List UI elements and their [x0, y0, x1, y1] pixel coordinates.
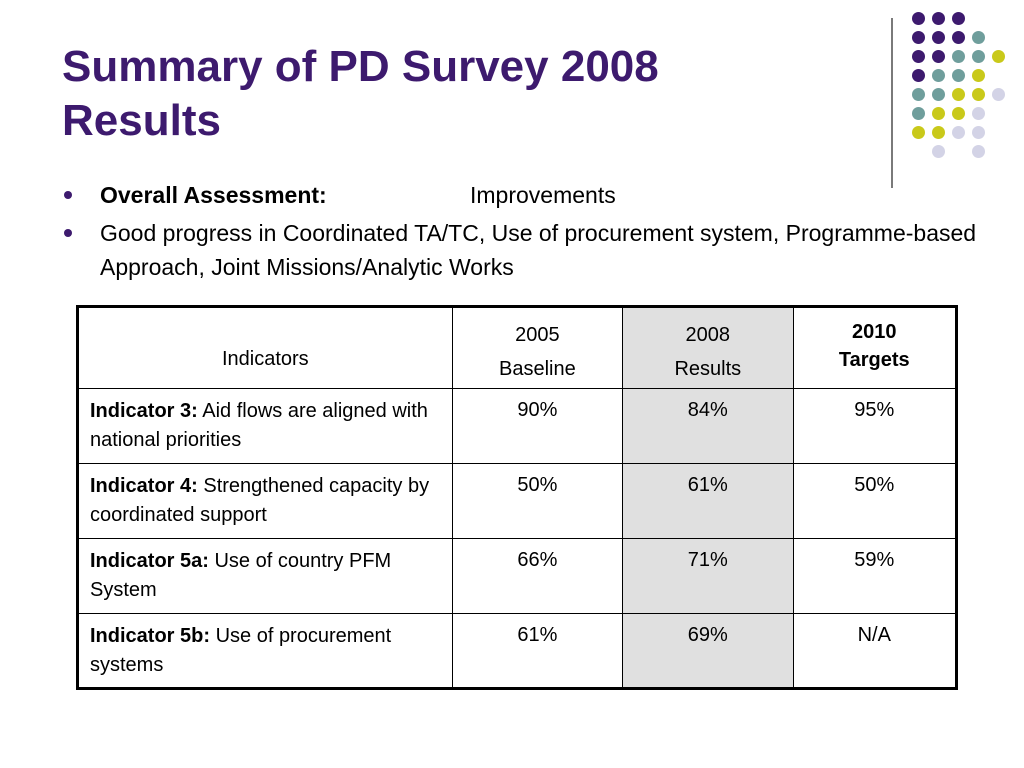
indicator-cell: Indicator 3: Aid flows are aligned with …: [77, 388, 453, 464]
header-targets-year: 2010: [852, 321, 897, 343]
results-cell: 84%: [622, 388, 794, 464]
indicator-name: Indicator 5a:: [90, 550, 209, 572]
bullet-list: Overall Assessment: Improvements Good pro…: [62, 178, 982, 288]
header-targets-label: Targets: [838, 349, 910, 371]
decorative-dot: [992, 50, 1005, 63]
decorative-dot: [912, 88, 925, 101]
bullet-progress-text: Good progress in Coordinated TA/TC, Use …: [100, 220, 977, 280]
indicator-cell: Indicator 5a: Use of country PFM System: [77, 538, 453, 614]
decorative-dot: [992, 88, 1005, 101]
header-results: 2008 Results: [622, 306, 794, 389]
table-header-row: Indicators 2005 Baseline 2008 Results 20…: [77, 306, 957, 389]
decorative-dot-grid: [0, 0, 1024, 190]
bullet-assessment-value: Improvements: [470, 182, 616, 208]
decorative-dot: [932, 50, 945, 63]
bullet-item-progress: Good progress in Coordinated TA/TC, Use …: [62, 216, 982, 284]
results-cell: 61%: [622, 463, 794, 539]
header-indicators-label: Indicators: [221, 348, 309, 370]
decorative-dot: [972, 50, 985, 63]
bullet-assessment-label: Overall Assessment:: [100, 182, 327, 208]
decorative-dot: [932, 145, 945, 158]
indicator-description: Use of country PFM System: [90, 550, 392, 601]
indicator-cell: Indicator 5b: Use of procurement systems: [77, 613, 453, 689]
baseline-cell: 61%: [451, 613, 624, 689]
table-row: Indicator 5b: Use of procurement systems…: [77, 613, 957, 689]
decorative-dot: [952, 126, 965, 139]
decorative-dot: [912, 126, 925, 139]
baseline-cell: 90%: [451, 388, 624, 464]
decorative-dot: [972, 107, 985, 120]
decorative-dot: [932, 69, 945, 82]
slide-title-line2: Results: [62, 96, 221, 145]
results-cell: 71%: [622, 538, 794, 614]
decorative-dot: [912, 69, 925, 82]
header-targets: 2010 Targets: [792, 306, 957, 389]
bullet-item-assessment: Overall Assessment: Improvements: [62, 178, 982, 212]
decorative-dot: [912, 50, 925, 63]
header-results-year: 2008: [685, 324, 731, 346]
decorative-dot: [952, 107, 965, 120]
decorative-dot: [952, 69, 965, 82]
decorative-dot: [932, 12, 945, 25]
decorative-dot: [932, 107, 945, 120]
decorative-dot: [972, 145, 985, 158]
decorative-dot: [972, 88, 985, 101]
header-baseline: 2005 Baseline: [451, 306, 624, 389]
decorative-dot: [952, 12, 965, 25]
table-row: Indicator 4: Strengthened capacity by co…: [77, 463, 957, 539]
decorative-dot: [932, 88, 945, 101]
indicator-description: Aid flows are aligned with national prio…: [90, 400, 428, 451]
header-baseline-label: Baseline: [499, 358, 576, 380]
targets-cell: 59%: [792, 538, 957, 614]
header-baseline-year: 2005: [515, 324, 560, 346]
decorative-dot: [912, 107, 925, 120]
decorative-divider-line: [891, 18, 893, 188]
slide-title: Summary of PD Survey 2008 Results: [62, 40, 862, 148]
targets-cell: N/A: [792, 613, 957, 689]
table-row: Indicator 5a: Use of country PFM System 6…: [77, 538, 957, 614]
baseline-cell: 66%: [451, 538, 624, 614]
decorative-dot: [932, 126, 945, 139]
decorative-dot: [952, 50, 965, 63]
indicators-table: Indicators 2005 Baseline 2008 Results 20…: [76, 305, 958, 690]
targets-cell: 95%: [792, 388, 957, 464]
decorative-dot: [912, 31, 925, 44]
indicator-cell: Indicator 4: Strengthened capacity by co…: [77, 463, 453, 539]
decorative-dot: [972, 69, 985, 82]
targets-cell: 50%: [792, 463, 957, 539]
bullet-dot-icon: [64, 191, 72, 199]
indicator-description: Use of procurement systems: [90, 625, 392, 676]
indicator-name: Indicator 4:: [90, 475, 198, 497]
decorative-dot: [972, 126, 985, 139]
table-row: Indicator 3: Aid flows are aligned with …: [77, 388, 957, 464]
indicator-description: Strengthened capacity by coordinated sup…: [90, 475, 430, 526]
indicator-name: Indicator 5b:: [90, 625, 211, 647]
header-results-label: Results: [674, 358, 742, 380]
slide-title-line1: Summary of PD Survey 2008: [62, 42, 659, 91]
baseline-cell: 50%: [451, 463, 624, 539]
decorative-dot: [952, 88, 965, 101]
header-indicators: Indicators: [77, 306, 453, 389]
results-cell: 69%: [622, 613, 794, 689]
decorative-dot: [952, 31, 965, 44]
decorative-dot: [912, 12, 925, 25]
indicator-name: Indicator 3:: [90, 400, 198, 422]
bullet-dot-icon: [64, 229, 72, 237]
decorative-dot: [972, 31, 985, 44]
decorative-dot: [932, 31, 945, 44]
